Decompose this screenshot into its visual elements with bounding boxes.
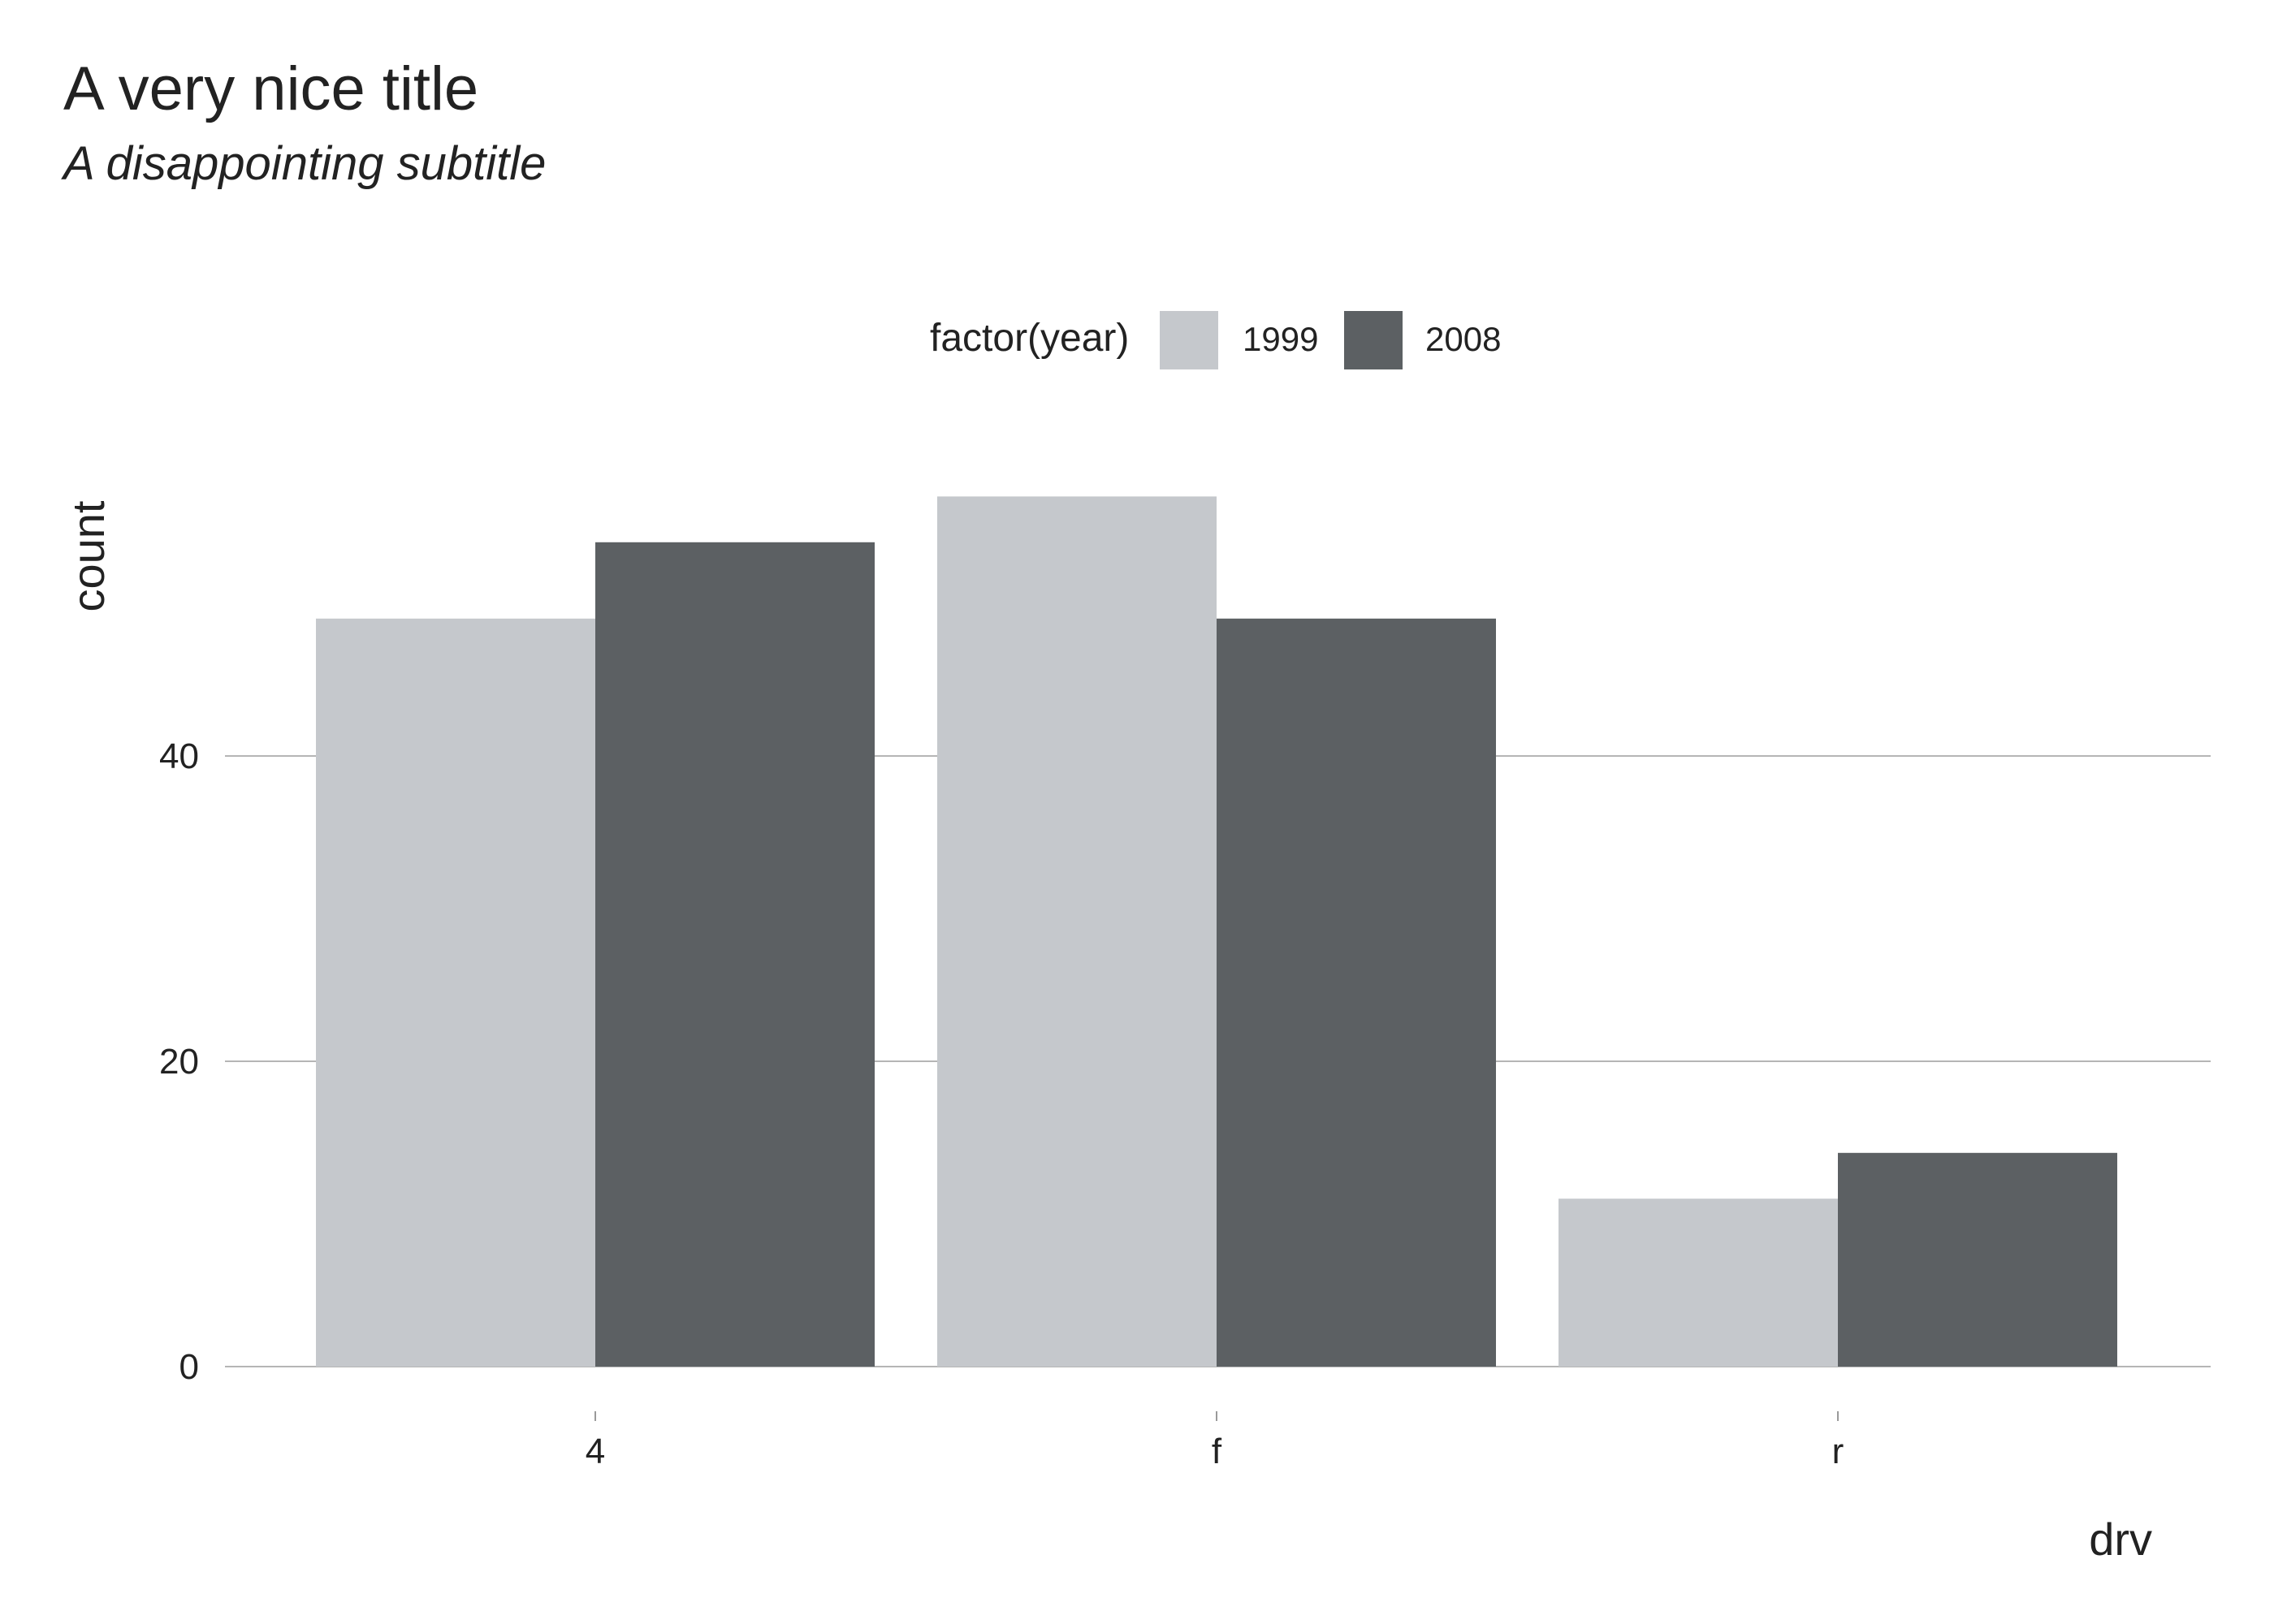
x-tick-label: 4 [586, 1432, 605, 1471]
bar-1999-r [1559, 1199, 1838, 1367]
y-tick-label: 20 [159, 1042, 199, 1082]
bar-1999-4 [316, 618, 595, 1367]
axes: 0 20 40 4 f r drv count [63, 500, 2152, 1565]
chart-subtitle: A disappointing subtitle [63, 137, 547, 190]
x-tick-label: f [1212, 1432, 1222, 1471]
bar-2008-r [1838, 1152, 2117, 1367]
x-axis-title: drv [2089, 1514, 2152, 1565]
bar-2008-f [1217, 618, 1496, 1367]
legend-key-1999 [1160, 311, 1218, 369]
legend-key-2008 [1344, 311, 1403, 369]
bars [316, 496, 2117, 1367]
legend-title: factor(year) [930, 317, 1129, 360]
bar-1999-f [937, 496, 1217, 1367]
bar-2008-4 [595, 542, 875, 1367]
legend-label-2008: 2008 [1425, 320, 1501, 358]
chart-title: A very nice title [63, 54, 479, 123]
y-axis-title: count [63, 500, 114, 611]
x-tick-label: r [1832, 1432, 1844, 1471]
legend-label-1999: 1999 [1243, 320, 1318, 358]
y-tick-label: 40 [159, 736, 199, 776]
legend: factor(year) 1999 2008 [930, 311, 1501, 369]
y-tick-label: 0 [179, 1347, 199, 1387]
